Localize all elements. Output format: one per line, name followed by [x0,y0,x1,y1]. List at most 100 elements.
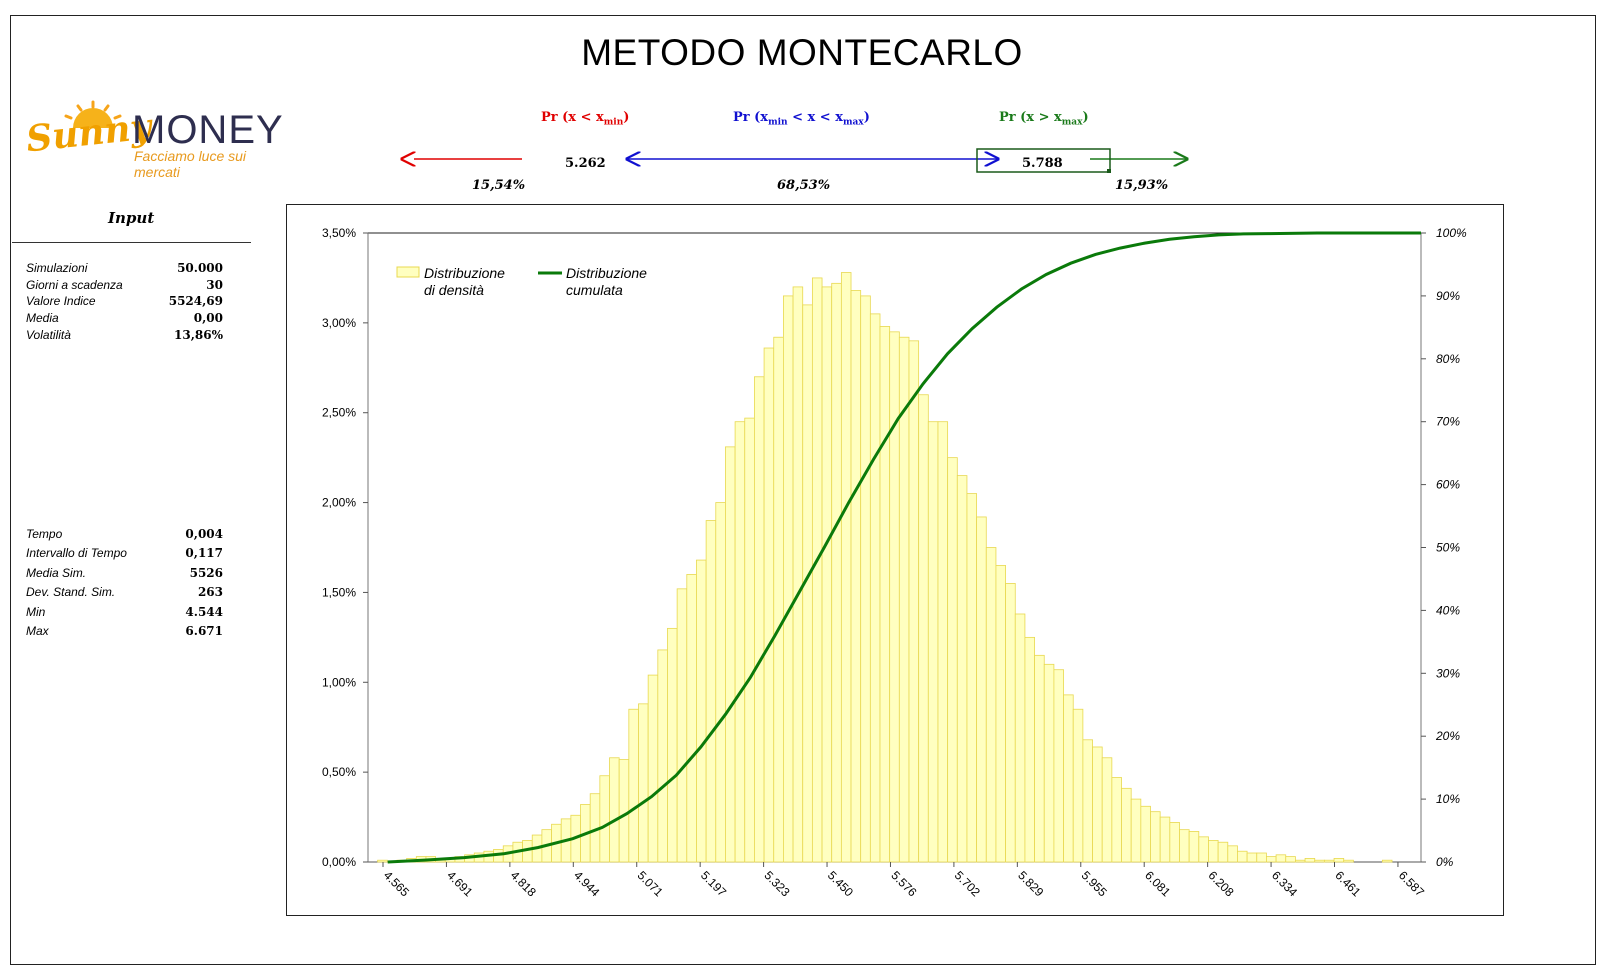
density-bar [879,326,891,863]
y-right-tick-label: 60% [1436,478,1460,492]
param-value[interactable]: 13,86% [174,327,223,342]
x-tick-label: 5.197 [698,868,729,899]
param-label: Simulazioni [26,261,88,275]
x-tick-label: 5.323 [761,868,792,899]
param-row: Tempo 0,004 [26,527,226,543]
density-bar [1208,840,1219,863]
param-row: Giorni a scadenza 30 [26,278,226,294]
param-label: Max [26,624,49,638]
density-bar [869,313,881,863]
density-bar [744,417,755,863]
density-bar [1063,694,1074,863]
density-bar [763,347,775,863]
y-right-tick-label: 100% [1436,226,1467,240]
y-right-tick-label: 20% [1435,729,1460,743]
density-bar [1072,708,1084,863]
x-tick-label: 4.565 [381,868,412,899]
density-bar [792,286,804,863]
density-bar [1227,845,1238,863]
param-value[interactable]: 4.544 [185,604,223,619]
y-left-tick-label: 3,50% [322,226,356,240]
param-value[interactable]: 263 [197,585,223,600]
legend-cumulative-label-2: cumulata [566,282,623,298]
y-left-tick-label: 1,00% [322,675,356,689]
density-bar [1024,636,1035,863]
density-bar [1217,841,1229,863]
param-label: Dev. Stand. Sim. [26,585,116,600]
density-bar [985,547,997,863]
xmax-value[interactable]: 5.788 [1022,156,1063,171]
param-value[interactable]: 50.000 [177,261,223,275]
param-value[interactable]: 0,00 [193,311,223,326]
density-bar [1111,777,1122,863]
y-left-tick-label: 2,00% [322,496,356,510]
p-right-value: 15,93% [1115,178,1169,193]
param-label: Media [26,311,59,326]
logo-word: MONEY [132,108,284,152]
y-right-tick-label: 70% [1436,415,1460,429]
param-label: Intervallo di Tempo [26,546,127,561]
density-bar [1150,811,1161,863]
probability-arrows [0,148,1604,173]
param-label: Valore Indice [26,294,96,309]
x-tick-label: 6.081 [1142,868,1173,899]
page-title: METODO MONTECARLO [581,32,1023,73]
pr-mid-label: Pr (xmin < x < xmax) [733,110,870,128]
param-value[interactable]: 6.671 [185,624,223,638]
density-bar [1188,831,1200,863]
density-bar [705,520,717,863]
density-bar [1323,859,1335,863]
density-bar [1381,859,1393,863]
xmax-cell-box [976,148,1111,173]
density-bar [889,331,900,863]
density-bar [638,703,649,863]
density-bar [976,516,987,863]
param-value[interactable]: 0,117 [185,546,223,561]
density-bar [1266,856,1277,863]
x-tick-label: 4.818 [508,868,539,899]
y-right-tick-label: 90% [1436,289,1460,303]
density-bar [860,295,871,863]
y-right-tick-label: 80% [1436,352,1460,366]
density-bar [1275,854,1287,863]
density-bar [821,286,833,863]
density-bar [783,295,794,863]
density-bar [956,475,968,863]
density-bar [667,627,678,863]
param-value[interactable]: 30 [206,277,223,292]
cumulative-line [387,231,1421,864]
param-row: Min 4.544 [26,605,226,621]
density-bar [811,277,823,863]
density-bar [1140,805,1151,863]
x-tick-label: 5.071 [635,868,666,899]
y-right-tick-label: 40% [1436,603,1460,617]
y-right-tick-label: 10% [1436,792,1460,806]
density-bar [927,421,939,863]
sun-icon [64,100,122,128]
input-heading: Input [108,209,155,227]
density-bar [1256,852,1267,863]
p-left-value: 15,54% [472,178,526,193]
p-mid-value: 68,53% [777,178,831,193]
xmin-value[interactable]: 5.262 [565,156,606,171]
legend-density-label: Distribuzione [424,265,505,281]
density-bar [1005,583,1016,863]
param-row: Volatilità 13,86% [26,328,226,344]
density-bar [1169,822,1180,863]
density-bar [1082,739,1093,863]
density-bar [715,502,726,863]
param-row: Max 6.671 [26,624,226,640]
density-bar [609,757,620,863]
param-value[interactable]: 5526 [189,565,223,580]
input-divider [12,242,251,243]
density-bar [1314,859,1325,863]
logo-tagline: Facciamo luce sui mercati [134,148,247,180]
x-tick-label: 5.829 [1015,868,1046,899]
param-value[interactable]: 5524,69 [168,294,223,309]
param-value[interactable]: 0,004 [185,527,223,541]
param-row: Valore Indice 5524,69 [26,294,226,310]
x-tick-label: 5.450 [825,868,856,899]
x-tick-label: 6.334 [1269,868,1300,899]
density-bar [918,394,929,863]
pr-right-label: Pr (x > xmax) [999,110,1089,128]
